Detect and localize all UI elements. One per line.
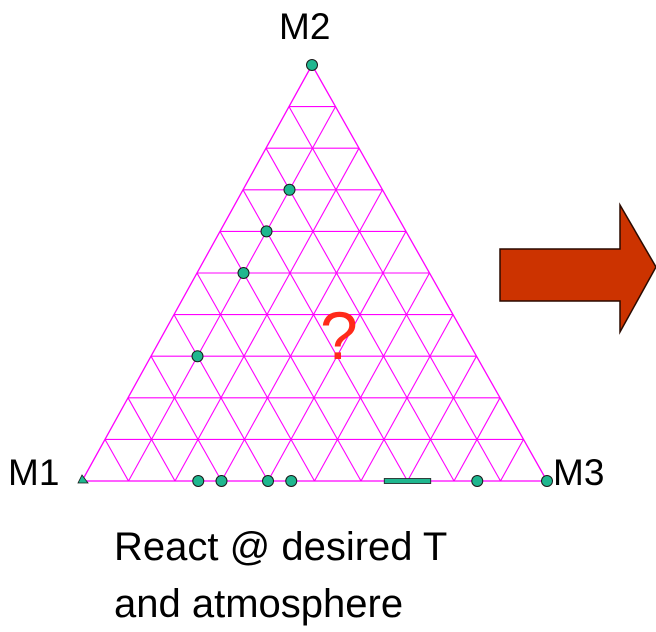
grid-line — [128, 106, 336, 482]
composition-point — [191, 350, 204, 363]
grid-line — [314, 272, 430, 482]
arrow-layer — [499, 202, 656, 335]
grid-line — [173, 314, 269, 482]
composition-point — [260, 225, 273, 238]
composition-point — [192, 475, 205, 487]
unknown-region-marker: ? — [320, 298, 358, 374]
grid-line — [196, 272, 315, 482]
composition-point — [215, 475, 228, 487]
composition-point — [541, 475, 553, 487]
composition-point-triangle — [77, 474, 89, 484]
caption-line-1: React @ desired T — [114, 525, 448, 569]
composition-point — [285, 475, 298, 487]
vertex-label-m3: M3 — [553, 452, 605, 493]
composition-point — [306, 59, 318, 71]
grid-line — [360, 314, 454, 482]
composition-range-layer — [383, 478, 432, 484]
composition-point — [471, 475, 484, 487]
vertex-label-m2: M2 — [279, 6, 331, 47]
grid-line — [500, 439, 524, 482]
vertex-label-m1: M1 — [8, 452, 60, 493]
composition-point — [237, 267, 250, 279]
grid-line — [453, 397, 501, 482]
grid-line — [104, 439, 129, 482]
composition-point — [262, 475, 274, 487]
grid-line — [407, 355, 477, 482]
grid-line — [242, 189, 408, 482]
ternary-grid — [80, 63, 549, 482]
composition-range-bar — [383, 478, 432, 484]
grid-line — [288, 106, 501, 482]
composition-point — [283, 183, 296, 196]
composition-points — [77, 59, 553, 487]
caption-line-2: and atmosphere — [114, 582, 404, 626]
grid-line — [150, 355, 222, 482]
grid-line — [127, 397, 176, 482]
right-arrow-icon — [499, 202, 656, 335]
grid-line — [221, 189, 383, 482]
